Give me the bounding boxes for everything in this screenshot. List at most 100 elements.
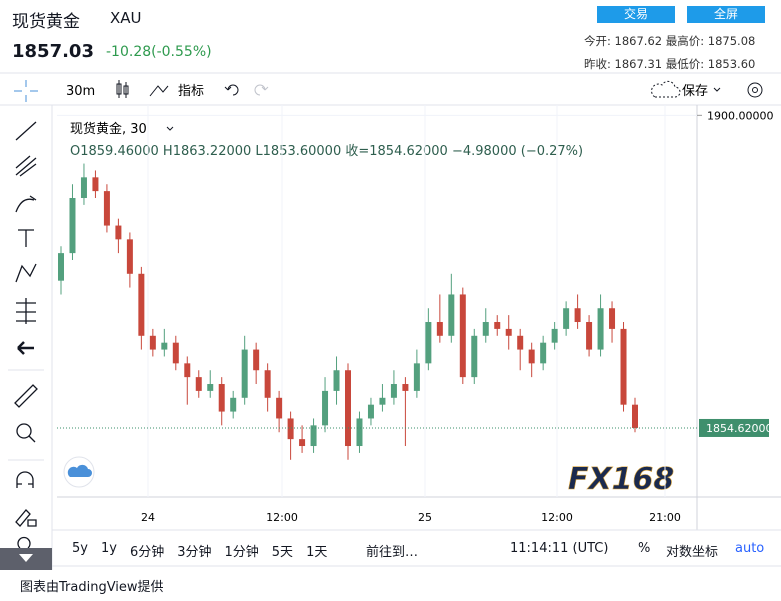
collapse-arrow — [19, 554, 33, 562]
stat-label: 今开: — [584, 34, 611, 48]
candle-body — [459, 294, 466, 378]
candle-body — [505, 328, 512, 336]
candle-body — [494, 322, 501, 329]
candle-body — [69, 198, 76, 254]
dropdown[interactable] — [166, 126, 174, 131]
range-button[interactable]: 1天 — [306, 545, 328, 560]
candle-body — [218, 384, 225, 412]
candle-body — [161, 342, 168, 350]
candle-body — [436, 322, 443, 336]
candle-body — [413, 363, 420, 391]
candle-body — [528, 349, 535, 364]
candle-body — [574, 308, 581, 323]
auto-toggle[interactable]: auto — [735, 541, 765, 556]
lock-tool[interactable] — [15, 509, 37, 527]
time-label: 12:00 — [266, 511, 298, 524]
candle-body — [184, 363, 191, 378]
candle-body — [482, 322, 489, 336]
candle-body — [241, 349, 248, 398]
stat-label: 最高价: — [665, 34, 705, 48]
range-button[interactable]: 1分钟 — [224, 545, 259, 560]
save-button[interactable]: 保存 — [682, 84, 708, 99]
settings[interactable] — [747, 82, 763, 98]
fib-tool[interactable] — [15, 155, 37, 177]
candle-body — [597, 308, 604, 350]
candle-body — [367, 404, 374, 419]
log-toggle[interactable]: 对数坐标 — [666, 545, 719, 560]
candle-body — [126, 239, 133, 274]
dropdown[interactable] — [713, 87, 721, 92]
footer: 图表由TradingView提供 — [20, 580, 164, 595]
candle-body — [425, 322, 432, 364]
candle-body — [322, 390, 329, 426]
time-label: 12:00 — [541, 511, 573, 524]
pattern-tool[interactable] — [15, 263, 37, 283]
range-button[interactable]: 1y — [100, 541, 117, 556]
text-tool[interactable] — [18, 229, 34, 247]
candle-body — [103, 191, 110, 226]
candle-body — [448, 294, 455, 336]
range-button[interactable]: 3分钟 — [177, 545, 212, 560]
redo[interactable] — [254, 84, 269, 96]
stat-value: 1853.60 — [707, 57, 756, 71]
candle-body — [276, 397, 283, 419]
candle-body — [356, 418, 363, 447]
ruler-tool[interactable] — [14, 384, 38, 408]
y-tick-label: 1900.00000 — [707, 109, 773, 122]
magnet-tool[interactable] — [16, 471, 34, 488]
stat-label: 最低价: — [665, 57, 705, 71]
range-button[interactable]: 5天 — [271, 545, 294, 560]
zoom-tool[interactable] — [16, 423, 32, 439]
range-bar: 5y 1y 6分钟 3分钟 1分钟 5天 1天 — [72, 541, 327, 560]
prediction-tool[interactable] — [16, 298, 36, 324]
clock: 11:14:11 (UTC) — [510, 541, 609, 556]
visibility-tool[interactable] — [17, 536, 31, 549]
fullscreen-button[interactable]: 全屏 — [687, 6, 765, 23]
time-label: 24 — [141, 511, 155, 524]
candle-body — [230, 397, 237, 412]
price: 1857.03 — [12, 41, 94, 62]
last-price-tag — [699, 418, 769, 437]
brush-tool[interactable] — [15, 195, 37, 213]
candle-body — [379, 397, 386, 405]
back-tool[interactable] — [17, 341, 34, 355]
stat-value: 1875.08 — [707, 34, 756, 48]
candle-body — [609, 308, 616, 329]
stat-value: 1867.62 — [614, 34, 663, 48]
symbol: XAU — [110, 9, 142, 27]
candle-body — [402, 384, 409, 391]
range-button[interactable]: 6分钟 — [129, 545, 165, 560]
trend-line-tool[interactable] — [15, 121, 37, 141]
crosshair-tool[interactable] — [14, 80, 38, 102]
candle-body — [563, 308, 570, 329]
range-button[interactable]: 5y — [72, 541, 88, 556]
indicators-button[interactable]: 指标 — [178, 84, 204, 99]
indicator-icon[interactable] — [149, 85, 169, 97]
interval[interactable]: 30m — [66, 84, 95, 99]
cloud-icon[interactable] — [651, 80, 681, 98]
candle-body — [207, 384, 214, 391]
candle-body — [253, 349, 260, 371]
candle-body — [58, 253, 64, 281]
candle-body — [299, 439, 306, 447]
watermark: FX168 — [568, 462, 674, 497]
tv-logo-cloud — [67, 464, 92, 477]
candle-body — [333, 370, 340, 391]
candle-body — [115, 225, 122, 240]
undo[interactable] — [224, 84, 239, 96]
trade-button[interactable]: 交易 — [597, 6, 675, 23]
settings-dot — [752, 87, 758, 93]
percent-toggle[interactable]: % — [638, 541, 651, 556]
candle-body — [138, 273, 145, 336]
candle-body — [149, 335, 156, 350]
candle-body — [620, 328, 627, 405]
candle-body — [586, 322, 593, 350]
chart-type-icon[interactable] — [116, 80, 129, 98]
candle-body — [345, 370, 351, 447]
candle-body — [540, 342, 547, 364]
goto-button[interactable]: 前往到… — [366, 545, 419, 560]
ohlc-legend: O1859.46000 H1863.22000 L1853.60000 收=18… — [70, 144, 583, 159]
candle-body — [80, 177, 87, 199]
stat-label: 昨收: — [584, 57, 611, 71]
